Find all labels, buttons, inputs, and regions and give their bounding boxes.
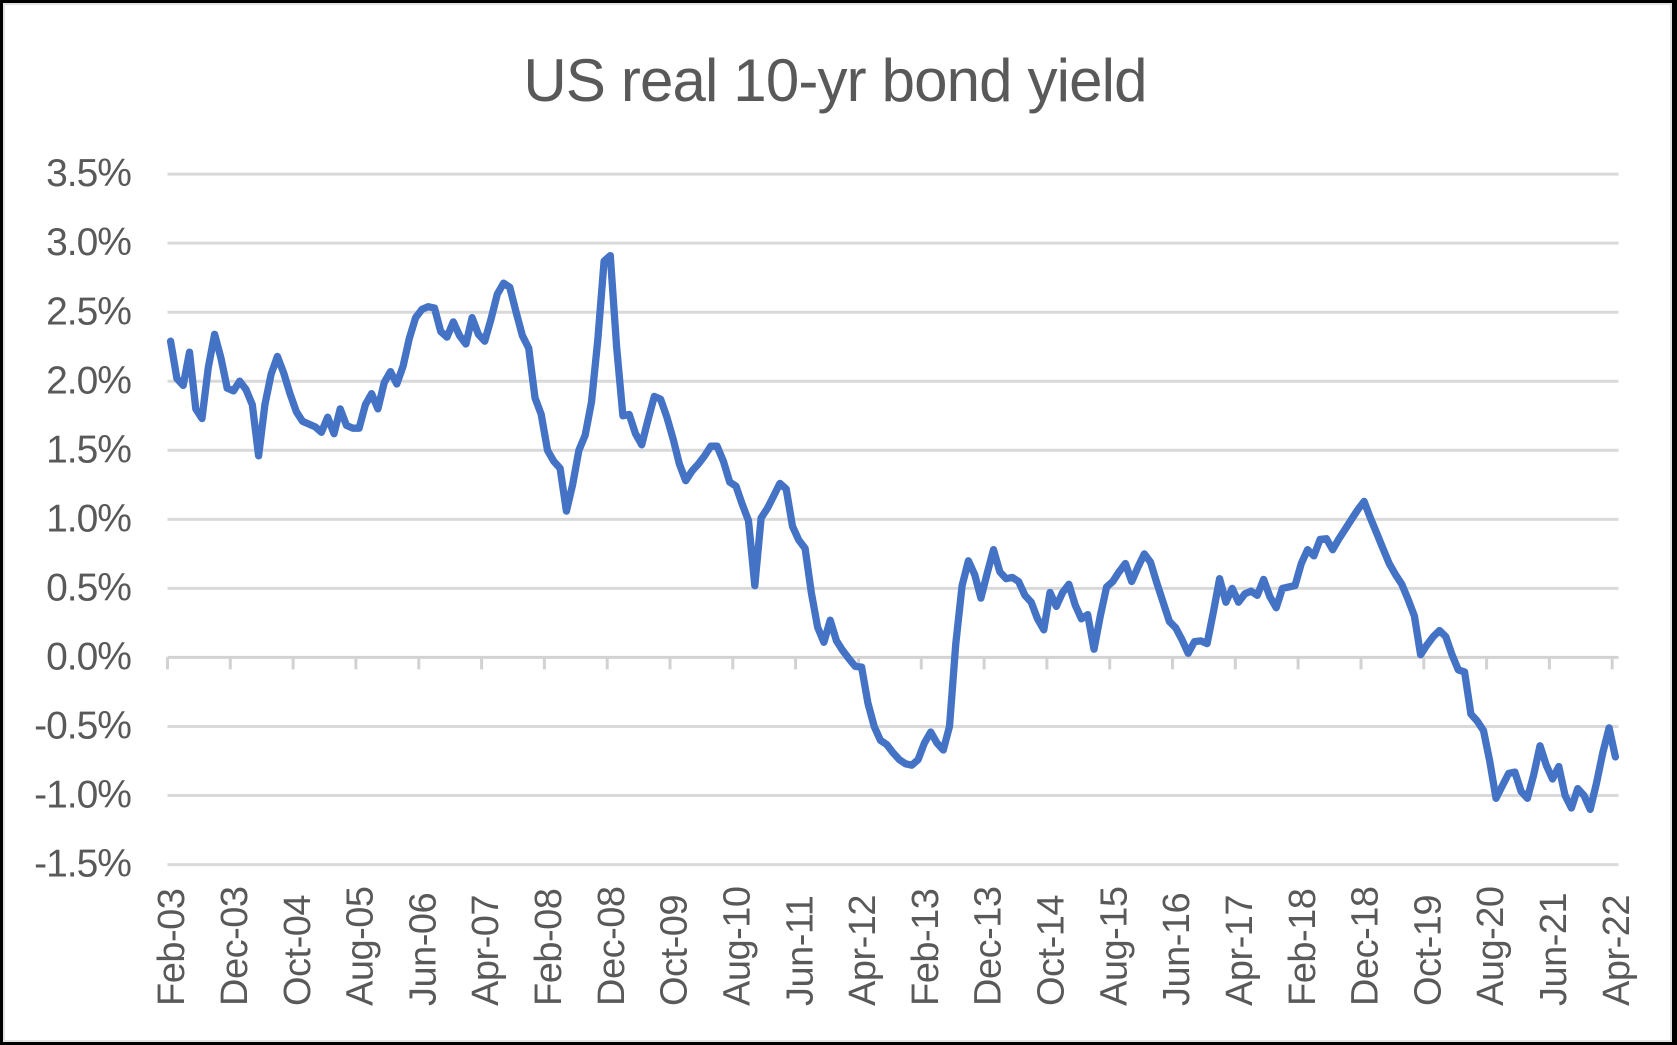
svg-text:Feb-18: Feb-18 <box>1282 889 1324 1006</box>
svg-text:Aug-15: Aug-15 <box>1093 886 1135 1006</box>
svg-text:Apr-22: Apr-22 <box>1596 895 1638 1006</box>
svg-text:1.5%: 1.5% <box>46 428 131 471</box>
svg-text:Jun-16: Jun-16 <box>1156 893 1198 1006</box>
svg-text:Dec-03: Dec-03 <box>214 887 256 1007</box>
svg-text:Dec-13: Dec-13 <box>968 887 1010 1006</box>
svg-text:Jun-21: Jun-21 <box>1533 893 1575 1006</box>
svg-text:Apr-12: Apr-12 <box>842 895 884 1006</box>
svg-text:2.5%: 2.5% <box>46 290 131 333</box>
svg-text:Apr-07: Apr-07 <box>465 895 507 1006</box>
svg-text:Jun-11: Jun-11 <box>779 896 821 1006</box>
svg-text:Oct-04: Oct-04 <box>277 895 319 1006</box>
svg-text:-1.5%: -1.5% <box>34 843 131 886</box>
svg-text:US real 10-yr bond yield: US real 10-yr bond yield <box>523 47 1146 114</box>
svg-text:Aug-20: Aug-20 <box>1470 886 1512 1006</box>
svg-text:Dec-18: Dec-18 <box>1345 887 1387 1007</box>
svg-text:Feb-13: Feb-13 <box>905 889 947 1006</box>
svg-text:Apr-17: Apr-17 <box>1219 895 1261 1006</box>
svg-text:-1.0%: -1.0% <box>34 774 131 817</box>
svg-text:0.0%: 0.0% <box>46 636 131 679</box>
svg-text:0.5%: 0.5% <box>46 567 131 610</box>
svg-text:Aug-05: Aug-05 <box>340 886 382 1006</box>
svg-text:-0.5%: -0.5% <box>34 705 131 748</box>
svg-text:Jun-06: Jun-06 <box>402 893 444 1006</box>
svg-text:Feb-03: Feb-03 <box>151 889 193 1006</box>
svg-text:2.0%: 2.0% <box>46 359 131 402</box>
svg-text:1.0%: 1.0% <box>46 498 131 541</box>
svg-text:Aug-10: Aug-10 <box>717 886 759 1006</box>
svg-text:3.0%: 3.0% <box>46 221 131 264</box>
svg-text:Oct-09: Oct-09 <box>654 895 696 1006</box>
svg-text:Feb-08: Feb-08 <box>528 889 570 1006</box>
svg-text:3.5%: 3.5% <box>46 152 131 195</box>
svg-text:Dec-08: Dec-08 <box>591 887 633 1007</box>
svg-text:Oct-19: Oct-19 <box>1407 895 1449 1006</box>
svg-text:Oct-14: Oct-14 <box>1031 895 1073 1006</box>
